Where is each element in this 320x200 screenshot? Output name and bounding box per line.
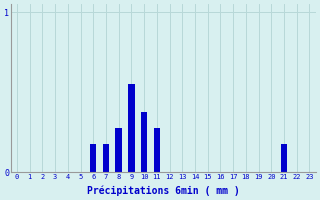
Bar (128, 84, 135, 172)
Bar (281, 144, 287, 172)
Bar (103, 144, 109, 172)
Bar (90, 144, 96, 172)
Bar (141, 112, 147, 172)
Bar (154, 128, 160, 172)
X-axis label: Précipitations 6min ( mm ): Précipitations 6min ( mm ) (87, 185, 240, 196)
Bar (116, 128, 122, 172)
